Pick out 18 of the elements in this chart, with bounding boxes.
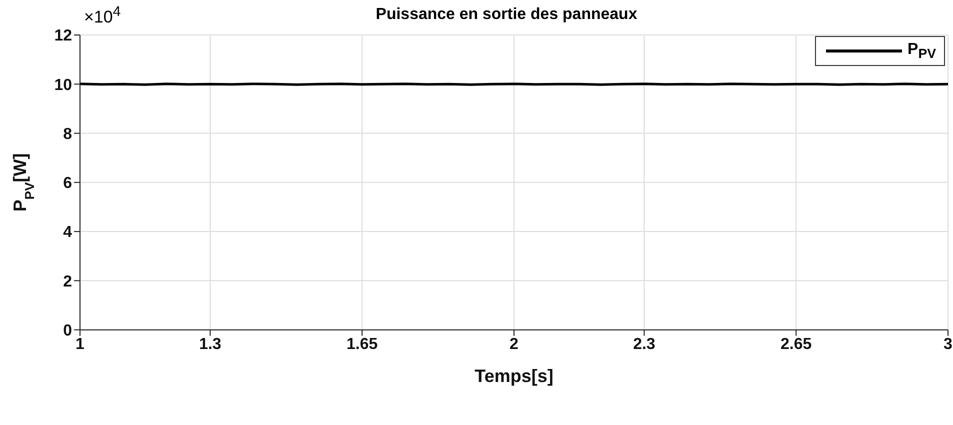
y-tick-label: 0 <box>63 322 72 340</box>
x-tick-label: 2.3 <box>633 336 656 354</box>
x-tick-label: 3 <box>944 336 953 354</box>
x-tick-label: 2.65 <box>780 336 812 354</box>
y-tick-label: 6 <box>63 175 72 192</box>
x-tick-label: 1 <box>76 336 85 354</box>
y-tick-label: 8 <box>63 126 72 143</box>
y-tick-label: 2 <box>63 273 72 290</box>
y-tick-label: 12 <box>54 28 72 45</box>
x-axis-title: Temps[s] <box>474 366 554 386</box>
x-tick-label: 2 <box>510 336 519 354</box>
x-tick-label: 1.3 <box>199 336 222 354</box>
y-tick-label: 10 <box>54 76 72 94</box>
chart-title: Puissance en sortie des panneaux <box>376 6 638 23</box>
x-tick-label: 1.65 <box>346 336 378 354</box>
legend-label: P$_{PV}$ <box>908 41 936 62</box>
y-tick-label: 4 <box>63 224 72 242</box>
text: ×10$^{4}$ <box>84 4 121 28</box>
